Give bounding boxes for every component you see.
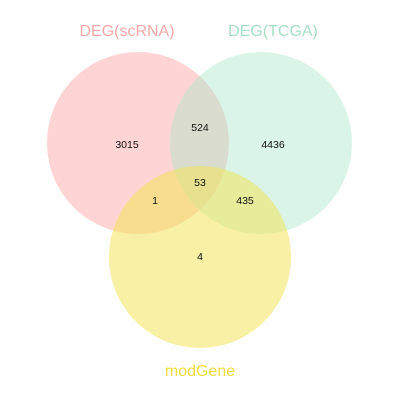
region-count-deg-tcga-only: 4436 — [261, 139, 285, 151]
venn-circles — [47, 52, 352, 348]
region-count-tcga-modgene: 435 — [236, 195, 254, 207]
set-label-deg-scrna: DEG(scRNA) — [79, 23, 174, 40]
set-circle-modgene — [109, 166, 291, 348]
set-labels: DEG(scRNA) DEG(TCGA) modGene — [79, 23, 317, 380]
region-count-all-three: 53 — [194, 177, 206, 189]
region-counts: 3015 4436 4 524 1 435 53 — [115, 122, 285, 263]
set-label-deg-tcga: DEG(TCGA) — [228, 23, 318, 40]
region-count-scrna-modgene: 1 — [152, 195, 158, 207]
region-count-modgene-only: 4 — [197, 251, 203, 263]
region-count-scrna-tcga: 524 — [191, 122, 209, 134]
region-count-deg-scrna-only: 3015 — [115, 139, 139, 151]
set-label-modgene: modGene — [165, 363, 235, 380]
